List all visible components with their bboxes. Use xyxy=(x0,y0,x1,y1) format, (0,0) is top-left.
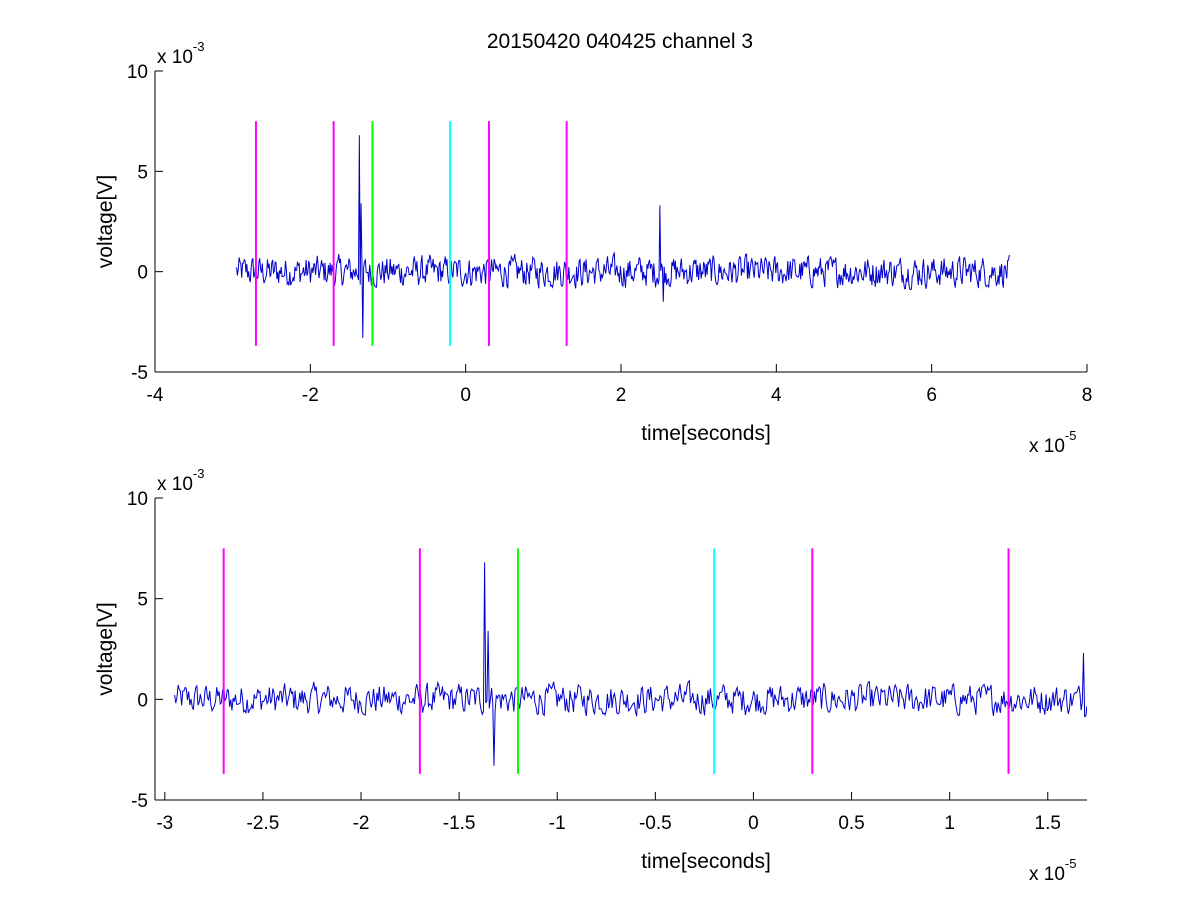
x-tick-label: 8 xyxy=(1082,385,1093,406)
x-tick-label: 6 xyxy=(926,385,937,406)
x-tick-label: -0.5 xyxy=(639,813,672,834)
x-tick-label: -2 xyxy=(302,385,319,406)
x-tick-label: 1 xyxy=(944,813,955,834)
y-axis-label: voltage[V] xyxy=(94,602,117,695)
top-subplot: -4 -2 0 2 4 6 8 -5 0 5 10 time[seconds] voltage[V] x … xyxy=(94,39,1092,457)
x-tick-label: 2 xyxy=(616,385,627,406)
bottom-subplot: -3 -2.5 -2 -1.5 -1 -0.5 0 0.5 1 1.5 -5 0 5 10 time[sec… xyxy=(94,466,1087,885)
x-tick-label: -2.5 xyxy=(247,813,280,834)
y-tick-label: -5 xyxy=(131,363,148,384)
x-tick-label: -1.5 xyxy=(443,813,476,834)
x-tick-label: -3 xyxy=(156,813,173,834)
x-tick-label: 0.5 xyxy=(838,813,864,834)
x-axis-label: time[seconds] xyxy=(641,850,771,873)
x-tick-label: 0 xyxy=(460,385,471,406)
x-multiplier-label: x 10-5 xyxy=(1029,856,1076,885)
y-axis-label: voltage[V] xyxy=(94,175,117,268)
y-tick-label: 0 xyxy=(137,690,148,711)
y-multiplier-label: x 10-3 xyxy=(157,39,204,68)
x-tick-label: 0 xyxy=(748,813,759,834)
x-tick-label: 4 xyxy=(771,385,782,406)
x-axis-label: time[seconds] xyxy=(641,422,771,445)
figure-title: 20150420 040425 channel 3 xyxy=(487,30,753,53)
y-tick-label: 10 xyxy=(127,489,148,510)
y-tick-label: 5 xyxy=(137,590,148,611)
y-tick-label: 10 xyxy=(127,62,148,83)
x-tick-label: 1.5 xyxy=(1035,813,1061,834)
y-tick-label: -5 xyxy=(131,791,148,812)
y-multiplier-label: x 10-3 xyxy=(157,466,204,495)
y-tick-label: 5 xyxy=(137,162,148,183)
y-tick-label: 0 xyxy=(137,263,148,284)
x-tick-label: -4 xyxy=(147,385,164,406)
x-multiplier-label: x 10-5 xyxy=(1029,428,1076,457)
signal-series-line xyxy=(236,135,1010,338)
signal-series-line xyxy=(174,562,1087,766)
x-tick-label: -1 xyxy=(549,813,566,834)
x-tick-label: -2 xyxy=(353,813,370,834)
